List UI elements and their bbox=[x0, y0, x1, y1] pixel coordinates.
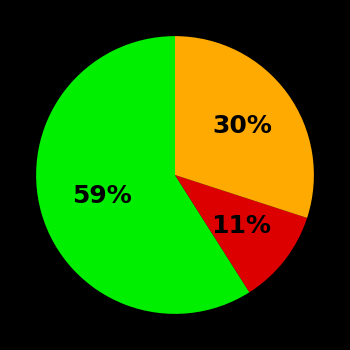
Text: 11%: 11% bbox=[211, 214, 271, 238]
Wedge shape bbox=[36, 36, 250, 314]
Wedge shape bbox=[175, 36, 314, 218]
Text: 30%: 30% bbox=[212, 114, 272, 138]
Text: 59%: 59% bbox=[72, 184, 132, 208]
Wedge shape bbox=[175, 175, 307, 292]
